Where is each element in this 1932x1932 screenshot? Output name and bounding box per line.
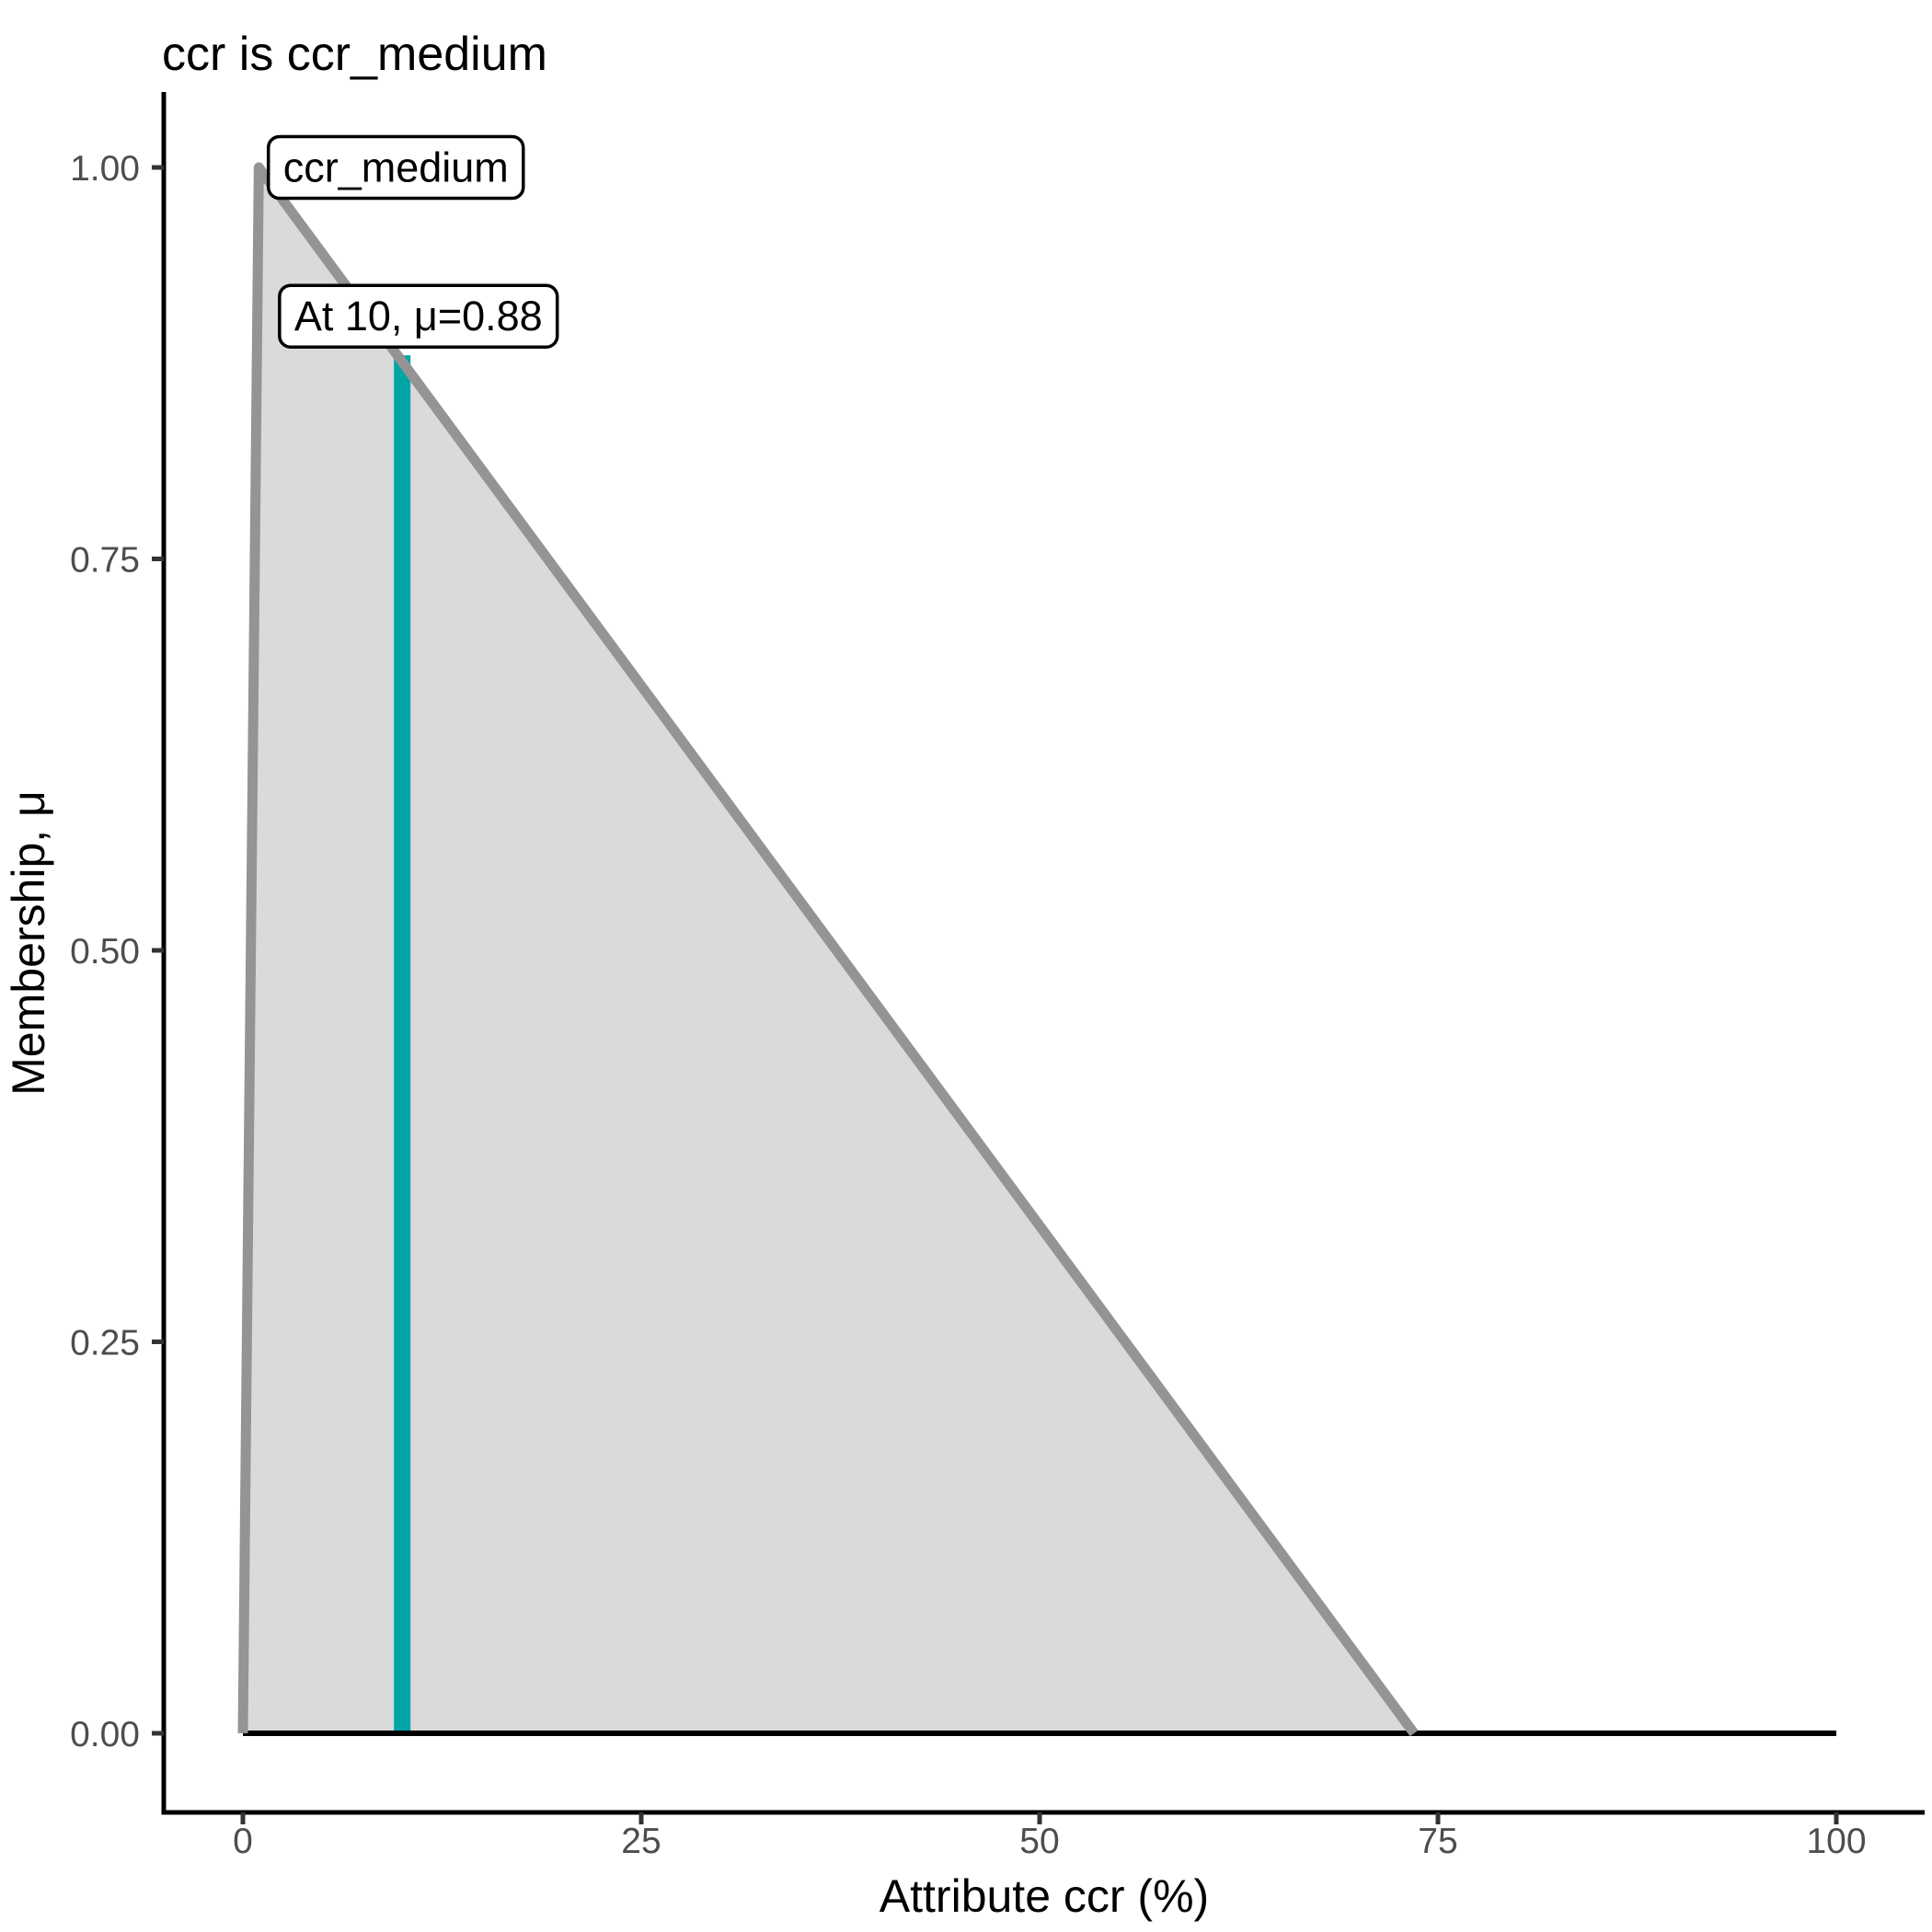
chart-title: ccr is ccr_medium [162,28,547,81]
y-axis-ticks: 1.00 0.75 0.50 0.25 0.00 [70,149,164,1754]
annotation-label: At 10, μ=0.88 [294,293,543,339]
x-tick-label: 75 [1418,1822,1457,1861]
x-tick-label: 50 [1019,1822,1059,1861]
annotation-ccr-medium: ccr_medium [266,134,525,201]
annotation-label: ccr_medium [283,144,509,191]
x-tick-label: 25 [621,1822,661,1861]
x-tick-label: 100 [1806,1822,1866,1861]
y-tick-label: 0.25 [70,1324,140,1363]
membership-curve [237,162,1419,1737]
y-axis-title: Membership, μ [3,790,54,1096]
y-tick-label: 0.50 [70,932,140,972]
x-tick-label: 0 [233,1822,253,1861]
annotation-box [278,283,559,349]
y-tick-label: 1.00 [70,149,140,189]
y-tick-label: 0.75 [70,541,140,581]
y-tick-label: 0.00 [70,1715,140,1754]
x-axis-title: Attribute ccr (%) [880,1870,1209,1922]
annotation-at-10: At 10, μ=0.88 [278,283,559,349]
annotation-box [266,134,525,201]
x-axis-ticks: 0 25 50 75 100 [233,1812,1867,1861]
